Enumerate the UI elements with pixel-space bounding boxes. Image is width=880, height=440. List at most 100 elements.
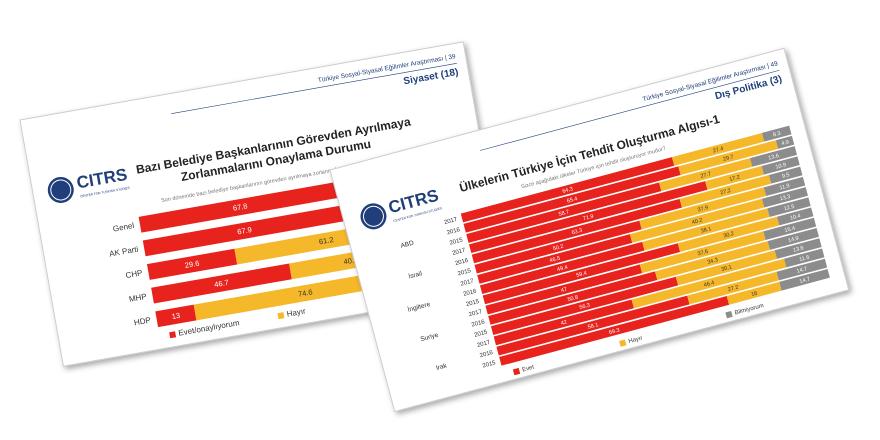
category-label: 2016 xyxy=(446,227,461,236)
category-label: 2017 xyxy=(468,309,483,318)
bar-segment xyxy=(767,197,811,218)
bar-segment xyxy=(763,176,806,197)
value-label: 17.2 xyxy=(729,175,741,184)
legend-swatch xyxy=(277,312,285,320)
bar-segment xyxy=(629,198,765,243)
value-label: 42 xyxy=(560,320,567,327)
group-label: Irak xyxy=(435,362,448,372)
bar-segment xyxy=(783,248,825,268)
bar-segment xyxy=(482,243,681,305)
value-label: 11.9 xyxy=(779,183,790,191)
bar-segment xyxy=(468,181,708,254)
bar-segment xyxy=(776,258,828,281)
logo-emblem xyxy=(360,203,387,230)
bar-segment xyxy=(639,231,766,274)
value-label: 29.6 xyxy=(184,259,200,270)
category-label: 2015 xyxy=(457,268,472,277)
value-label: 38.1 xyxy=(700,226,712,235)
legend-swatch xyxy=(512,367,521,376)
value-label: 47 xyxy=(560,287,567,294)
value-label: 13.6 xyxy=(792,245,804,254)
legend-swatch xyxy=(619,339,627,347)
category-label: 2016 xyxy=(471,319,486,328)
bar-segment xyxy=(705,165,764,190)
bar-segment xyxy=(679,174,772,208)
value-label: 30.2 xyxy=(723,231,735,240)
category-label: MHP xyxy=(128,292,147,304)
value-label: 15.4 xyxy=(784,226,796,235)
value-label: 37.9 xyxy=(697,205,709,214)
value-label: 14.9 xyxy=(788,236,800,245)
value-label: 64.3 xyxy=(562,186,574,195)
bar-segment xyxy=(779,268,830,291)
category-label: 2017 xyxy=(452,247,467,256)
bar-segment xyxy=(466,182,662,243)
bar-segment xyxy=(763,217,817,241)
category-label: 2016 xyxy=(479,350,494,359)
value-label: 34.3 xyxy=(707,257,719,266)
header-rule xyxy=(171,62,457,114)
value-label: 37.6 xyxy=(697,249,709,258)
value-label: 67.8 xyxy=(232,201,248,212)
value-label: 63.3 xyxy=(571,228,583,237)
bar-segment xyxy=(726,281,782,305)
value-label: 71.9 xyxy=(583,214,595,223)
value-label: 40.2 xyxy=(691,217,703,226)
logo-emblem xyxy=(47,176,74,203)
value-label: 27.4 xyxy=(712,146,724,155)
value-label: 40.8 xyxy=(343,255,359,266)
bar-segment xyxy=(678,140,779,176)
bar-segment xyxy=(761,156,800,175)
value-label: 13.3 xyxy=(779,194,791,203)
bar-segment xyxy=(155,304,197,328)
value-label: 50.2 xyxy=(552,244,564,253)
bar-segment xyxy=(655,241,770,281)
legend-label: Hayır xyxy=(628,336,643,346)
bar-segment xyxy=(499,296,730,366)
bar-segment xyxy=(659,158,753,192)
logo-ring xyxy=(362,205,384,227)
value-label: 61.2 xyxy=(318,235,334,246)
value-label: 27.2 xyxy=(727,285,739,294)
bar-segment xyxy=(490,276,679,335)
value-label: 65.4 xyxy=(566,196,578,205)
value-label: 27.2 xyxy=(720,188,732,197)
bar-segment xyxy=(493,299,634,346)
bar-segment xyxy=(776,207,814,226)
category-label: 2017 xyxy=(460,278,475,287)
category-label: Genel xyxy=(112,221,135,234)
bar-segment xyxy=(671,132,765,166)
bar-segment xyxy=(496,295,690,356)
bar-segment xyxy=(151,263,292,304)
bar-segment xyxy=(749,146,797,167)
bar-segment xyxy=(488,271,658,325)
bar-segment xyxy=(138,181,342,233)
value-label: 11.6 xyxy=(799,255,810,263)
category-label: 2015 xyxy=(482,360,497,369)
value-label: 30.1 xyxy=(721,264,733,273)
category-label: HDP xyxy=(133,316,151,328)
bar-segment xyxy=(477,234,633,284)
category-label: CHP xyxy=(125,268,143,280)
bar-segment xyxy=(631,258,787,309)
value-label: 49.4 xyxy=(557,265,569,274)
value-label: 59.4 xyxy=(576,270,588,279)
value-label: 74.6 xyxy=(297,287,313,298)
value-label: 13 xyxy=(171,311,181,321)
value-label: 56.3 xyxy=(579,302,591,311)
group-label: ABD xyxy=(400,239,415,249)
bar-segment xyxy=(677,216,780,252)
value-label: 46.7 xyxy=(214,278,230,289)
bar-segment xyxy=(675,250,778,286)
value-label: 10.4 xyxy=(789,213,801,222)
category-label: 2015 xyxy=(474,329,489,338)
value-label: 58.1 xyxy=(587,322,599,331)
value-label: 27.7 xyxy=(700,171,712,180)
group-label: Suriye xyxy=(420,332,440,344)
bar-segment xyxy=(774,238,822,259)
bar-segment xyxy=(767,228,819,250)
value-label: 29.7 xyxy=(723,154,735,163)
